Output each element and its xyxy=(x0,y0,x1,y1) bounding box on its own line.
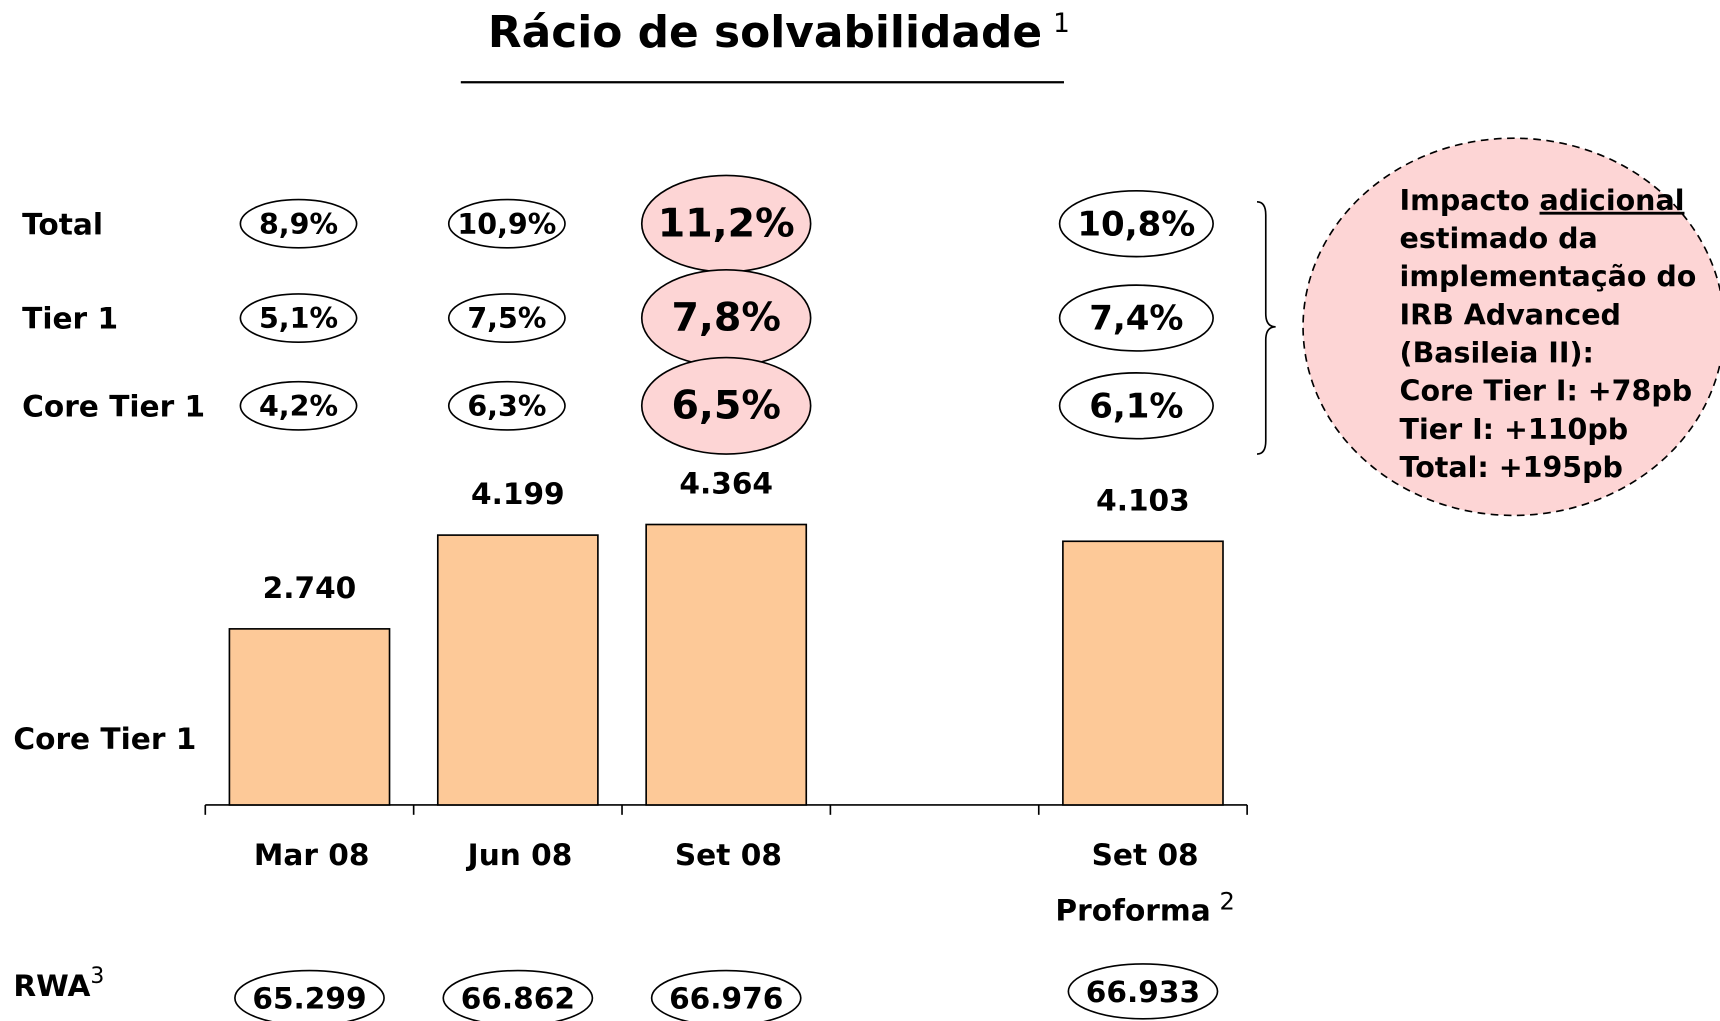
callout-bubble xyxy=(1302,137,1720,517)
callout-text: Total: +195pb xyxy=(1400,451,1623,484)
chart-title: Rácio de solvabilidade 1 xyxy=(488,7,1070,58)
ratio-label: 10,9% xyxy=(457,208,556,241)
ratio-label: 7,8% xyxy=(671,295,780,341)
callout-text: estimado da xyxy=(1400,222,1598,255)
brace xyxy=(1256,200,1276,455)
row-label: RWA3 xyxy=(13,964,104,1002)
ratio-label: 4,2% xyxy=(259,390,338,423)
rwa-bubble xyxy=(1067,963,1219,1020)
x-tick-label: Set 08 xyxy=(675,838,782,872)
ratio-bubble xyxy=(1058,284,1214,352)
ratio-bubble xyxy=(447,198,566,249)
ratio-label: 8,9% xyxy=(259,208,338,241)
ratio-label: 7,5% xyxy=(467,302,546,335)
ratio-label: 6,5% xyxy=(671,382,780,428)
rwa-label: 65.299 xyxy=(252,982,366,1016)
row-label: Tier 1 xyxy=(22,302,118,336)
row-label: Core Tier 1 xyxy=(22,389,205,423)
ratio-label: 10,8% xyxy=(1077,204,1195,244)
callout-part: Impacto xyxy=(1400,184,1540,217)
rwa-bubble xyxy=(650,969,802,1021)
sublabel-note: 2 xyxy=(1220,888,1235,916)
ratio-label: 6,3% xyxy=(467,390,546,423)
callout-text: Impacto adicional xyxy=(1400,184,1685,217)
value-label: 2.740 xyxy=(263,571,357,605)
bar xyxy=(228,628,391,806)
callout-part: adicional xyxy=(1540,184,1685,217)
rwa-label: 66.933 xyxy=(1086,975,1200,1009)
bar xyxy=(1062,540,1224,806)
category-sublabel: Proforma 2 xyxy=(1055,888,1234,927)
x-tick-label: Mar 08 xyxy=(254,838,370,872)
ratio-bubble xyxy=(1058,189,1214,258)
ratio-label: 11,2% xyxy=(658,200,795,246)
title-text: Rácio de solvabilidade xyxy=(488,7,1042,58)
bar xyxy=(645,523,808,806)
x-tick-label: Jun 08 xyxy=(466,838,573,872)
ratio-bubble xyxy=(1058,372,1214,440)
ratio-bubble xyxy=(447,293,566,343)
rwa-name: RWA xyxy=(13,969,90,1003)
ratio-label: 7,4% xyxy=(1089,299,1183,339)
value-label: 4.199 xyxy=(471,477,565,511)
callout-text: (Basileia II): xyxy=(1400,336,1594,369)
rwa-bubble xyxy=(234,969,385,1021)
rwa-bubble xyxy=(442,969,594,1021)
rwa-note: 3 xyxy=(90,964,104,989)
value-label: 4.103 xyxy=(1096,483,1190,517)
ratio-label: 6,1% xyxy=(1089,386,1183,426)
callout-text: Core Tier I: +78pb xyxy=(1400,375,1693,408)
ratio-bubble xyxy=(239,380,358,431)
ratio-bubble xyxy=(640,356,812,455)
ratio-bubble xyxy=(239,198,358,249)
bar xyxy=(436,534,599,806)
callout-text: Tier I: +110pb xyxy=(1400,413,1629,446)
ratio-bubble xyxy=(239,293,358,343)
value-label: 4.364 xyxy=(679,467,773,501)
title-note: 1 xyxy=(1053,9,1070,39)
y-axis-label: Core Tier 1 xyxy=(13,722,196,756)
callout-text: IRB Advanced xyxy=(1400,298,1621,331)
rwa-label: 66.862 xyxy=(461,982,575,1016)
callout-text: implementação do xyxy=(1400,260,1697,293)
sublabel-text: Proforma xyxy=(1055,893,1210,927)
ratio-label: 5,1% xyxy=(259,302,338,335)
ratio-bubble xyxy=(447,380,566,431)
rwa-label: 66.976 xyxy=(669,982,783,1016)
x-tick-label: Set 08 xyxy=(1092,838,1199,872)
row-label: Total xyxy=(22,207,103,241)
